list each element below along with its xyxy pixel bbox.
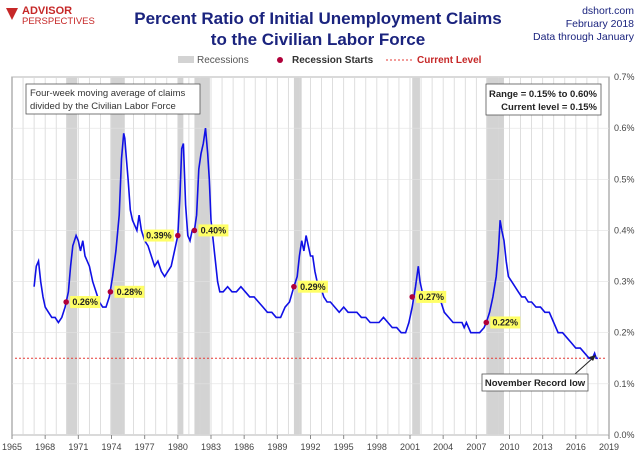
recession-band (486, 77, 504, 435)
legend-starts-label: Recession Starts (292, 55, 374, 66)
x-tick-label: 2004 (433, 442, 453, 452)
y-tick-label: 0.6% (614, 123, 635, 133)
recession-start-label: 0.28% (117, 287, 143, 297)
record-low-callout: November Record low (481, 355, 596, 392)
recession-start-label-bg (416, 290, 447, 303)
source-site: dshort.com (582, 5, 634, 17)
recession-start-label-bg (297, 280, 328, 293)
x-tick-label: 1992 (300, 442, 320, 452)
note-line2: divided by the Civilian Labor Force (30, 101, 176, 112)
y-tick-label: 0.3% (614, 277, 635, 287)
x-tick-label: 2001 (400, 442, 420, 452)
recession-start-dot (291, 283, 297, 290)
recession-start-dot (107, 289, 114, 295)
gridlines (12, 76, 609, 436)
recession-band (177, 77, 184, 435)
x-tick-label: 2013 (533, 442, 553, 452)
y-tick-label: 0.1% (614, 379, 635, 389)
source-note: Data through January (533, 31, 635, 43)
y-tick-label: 0.4% (614, 225, 635, 235)
x-tick-label: 1977 (135, 442, 155, 452)
legend-recessions-label: Recessions (197, 55, 249, 66)
y-axis-ticks: 0.0% 0.1% 0.2% 0.3% 0.4% 0.5% 0.6% 0.7% (614, 72, 635, 440)
recession-start-label-bg (114, 285, 145, 298)
x-tick-label: 1995 (334, 442, 354, 452)
recession-start-label: 0.27% (418, 292, 444, 302)
recession-band (194, 77, 210, 435)
x-tick-label: 1980 (168, 442, 188, 452)
recession-band (412, 77, 420, 435)
x-tick-label: 1974 (101, 442, 121, 452)
recession-start-dot (483, 319, 490, 326)
x-tick-label: 1986 (234, 442, 254, 452)
x-axis-ticks: 1965 1968 1971 1974 1977 1980 1983 1986 1989 1992… (2, 435, 619, 452)
recession-start-label-bg (70, 296, 101, 309)
recession-start-label-bg (198, 224, 229, 237)
x-tick-label: 1968 (35, 442, 55, 452)
recession-start-label: 0.26% (72, 297, 98, 307)
x-tick-label: 1965 (2, 442, 22, 452)
logo-line2: PERSPECTIVES (22, 16, 95, 27)
callout-arrowhead-icon (589, 355, 596, 361)
chart-title-line2: to the Civilian Labor Force (211, 30, 425, 49)
logo: ADVISOR PERSPECTIVES (6, 5, 95, 27)
recession-start-dot (409, 294, 416, 300)
range-line2: Current level = 0.15% (501, 102, 597, 113)
range-box: Range = 0.15% to 0.60% Current level = 0… (485, 83, 602, 116)
recession-start-markers: 0.26% 0.28% 0.39% 0.40% 0.29% 0.27% 0.22% (63, 224, 521, 329)
x-tick-label: 2007 (466, 442, 486, 452)
recession-start-label: 0.40% (201, 226, 227, 236)
x-tick-label: 1989 (267, 442, 287, 452)
x-tick-label: 2019 (599, 442, 619, 452)
x-tick-label: 1983 (201, 442, 221, 452)
note-line1: Four-week moving average of claims (30, 88, 185, 99)
callout-arrow (574, 356, 595, 375)
x-tick-label: 1971 (68, 442, 88, 452)
source-date: February 2018 (566, 18, 634, 30)
chart-title-line1: Percent Ratio of Initial Unemployment Cl… (134, 9, 501, 28)
x-tick-label: 2016 (566, 442, 586, 452)
recession-start-dot (191, 227, 198, 234)
note-box: Four-week moving average of claims divid… (25, 83, 201, 115)
recession-band (293, 77, 302, 435)
logo-mark-icon (6, 8, 18, 20)
logo-line1: ADVISOR (22, 5, 72, 17)
y-tick-label: 0.0% (614, 430, 635, 440)
series-line-claims-ratio (33, 127, 598, 360)
x-tick-label: 2010 (499, 442, 519, 452)
y-tick-label: 0.5% (614, 174, 635, 184)
callout-label: November Record low (485, 378, 586, 389)
recession-start-label-bg (490, 316, 521, 329)
recession-start-label: 0.29% (300, 282, 326, 292)
legend-start-dot (277, 57, 283, 63)
y-tick-label: 0.2% (614, 328, 635, 338)
x-tick-label: 1998 (367, 442, 387, 452)
recession-start-label-bg (143, 229, 174, 242)
legend: Recessions Recession Starts Current Leve… (178, 55, 482, 66)
recession-start-dot (63, 299, 69, 305)
recession-start-label: 0.39% (146, 231, 172, 241)
legend-current-label: Current Level (417, 55, 482, 66)
recession-start-label: 0.22% (493, 318, 519, 328)
recession-start-dot (175, 232, 181, 239)
y-tick-label: 0.7% (614, 72, 635, 82)
range-line1: Range = 0.15% to 0.60% (489, 89, 598, 100)
legend-recession-swatch (178, 56, 194, 63)
